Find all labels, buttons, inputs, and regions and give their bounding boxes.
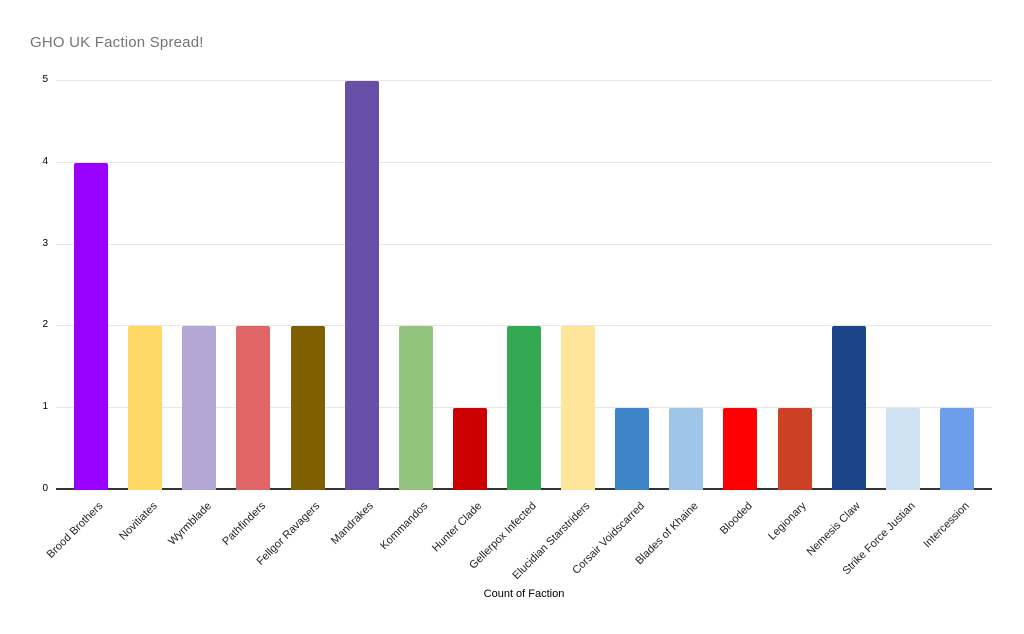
bar[interactable] bbox=[831, 326, 866, 490]
chart-title: GHO UK Faction Spread! bbox=[30, 34, 204, 51]
gridline bbox=[56, 325, 992, 327]
bar[interactable] bbox=[561, 326, 596, 490]
x-tick-label: Brood Brothers bbox=[44, 500, 106, 561]
x-tick-label: Novitiates bbox=[117, 500, 160, 543]
gridline bbox=[56, 161, 992, 163]
bar[interactable] bbox=[344, 81, 379, 490]
y-tick-label: 3 bbox=[42, 237, 48, 249]
y-tick-label: 0 bbox=[42, 483, 48, 494]
bar[interactable] bbox=[452, 408, 487, 490]
x-tick-label: Mandrakes bbox=[329, 500, 377, 547]
bar[interactable] bbox=[182, 326, 217, 490]
y-tick-label: 4 bbox=[42, 155, 48, 167]
bar[interactable] bbox=[128, 326, 163, 490]
y-tick-label: 5 bbox=[42, 74, 48, 85]
bar[interactable] bbox=[398, 326, 433, 490]
gridline bbox=[56, 243, 992, 245]
x-tick-label: Wyrmblade bbox=[166, 500, 214, 548]
bar[interactable] bbox=[669, 408, 704, 490]
bar[interactable] bbox=[939, 408, 974, 490]
bar[interactable] bbox=[236, 326, 271, 490]
bar[interactable] bbox=[615, 408, 650, 490]
y-tick-label: 1 bbox=[42, 401, 48, 413]
y-tick-label: 2 bbox=[42, 319, 48, 331]
x-tick-label: Pathfinders bbox=[220, 500, 268, 548]
x-axis-title: Count of Faction bbox=[483, 588, 565, 600]
bar[interactable] bbox=[74, 162, 109, 490]
bar[interactable] bbox=[507, 326, 541, 490]
x-tick-label: Kommandos bbox=[378, 500, 431, 553]
x-tick-label: Legionary bbox=[766, 500, 810, 543]
bar[interactable] bbox=[723, 408, 758, 490]
x-tick-label: Intercession bbox=[921, 500, 972, 551]
bar[interactable] bbox=[885, 408, 920, 490]
x-tick-label: Nemesis Claw bbox=[805, 500, 864, 559]
x-tick-label: Hunter Clade bbox=[430, 500, 485, 555]
gridline bbox=[56, 80, 992, 81]
bar[interactable] bbox=[290, 326, 325, 490]
x-tick-label: Blooded bbox=[717, 500, 755, 538]
bar[interactable] bbox=[777, 408, 812, 490]
